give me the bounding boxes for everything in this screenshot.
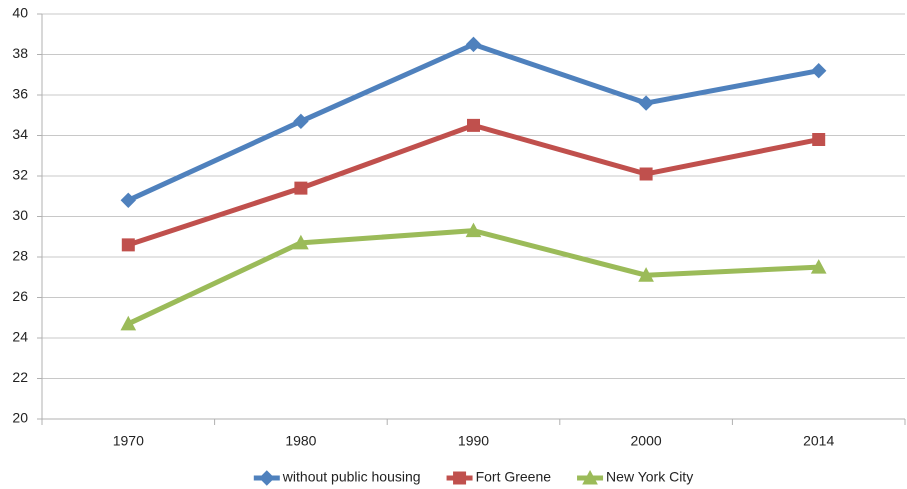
y-tick-label: 20 [12, 410, 28, 426]
data-point [120, 192, 137, 209]
data-point [467, 118, 480, 132]
data-point [120, 315, 137, 331]
data-point [465, 222, 482, 238]
y-tick-label: 38 [12, 45, 28, 61]
x-tick-label: 1990 [458, 433, 489, 449]
legend-label: without public housing [282, 469, 421, 485]
y-tick-label: 32 [12, 167, 28, 183]
legend-marker [582, 469, 598, 485]
x-tick-label: 1980 [285, 433, 316, 449]
legend-label: New York City [606, 469, 693, 485]
x-tick-label: 2014 [803, 433, 834, 449]
legend-label: Fort Greene [476, 469, 552, 485]
data-point [121, 238, 135, 252]
y-tick-label: 26 [12, 288, 28, 304]
data-point [810, 62, 827, 79]
series-line [127, 228, 819, 327]
data-point [294, 181, 308, 195]
x-tick-label: 1970 [113, 433, 144, 449]
y-tick-label: 34 [12, 126, 28, 142]
y-tick-label: 22 [12, 369, 28, 385]
legend-marker [259, 470, 275, 486]
data-point [639, 167, 653, 181]
data-point [810, 259, 827, 274]
y-tick-label: 28 [12, 248, 28, 264]
data-point [638, 267, 654, 282]
x-tick-label: 2000 [631, 433, 662, 449]
y-tick-label: 40 [12, 5, 28, 21]
y-tick-label: 24 [12, 329, 28, 345]
y-tick-label: 30 [12, 207, 28, 223]
legend: without public housing Fort Greene New Yor… [253, 469, 693, 486]
legend-marker [453, 471, 467, 485]
data-point [465, 36, 482, 53]
data-point [293, 234, 309, 250]
data-point [812, 133, 826, 147]
data-point [638, 95, 654, 111]
data-point [293, 113, 309, 130]
y-tick-label: 36 [12, 86, 28, 102]
